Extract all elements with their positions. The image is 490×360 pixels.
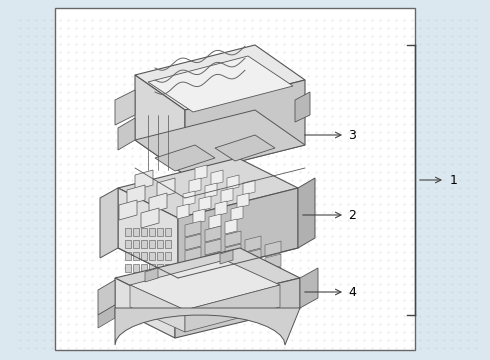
- Polygon shape: [141, 208, 159, 228]
- Polygon shape: [130, 260, 280, 310]
- Polygon shape: [118, 118, 135, 150]
- Polygon shape: [227, 175, 239, 190]
- Polygon shape: [215, 135, 275, 161]
- Polygon shape: [115, 278, 175, 338]
- Polygon shape: [118, 188, 178, 278]
- Polygon shape: [243, 180, 255, 195]
- Polygon shape: [118, 158, 298, 218]
- Polygon shape: [165, 264, 171, 272]
- Polygon shape: [183, 191, 195, 206]
- Polygon shape: [225, 257, 241, 273]
- Polygon shape: [265, 241, 281, 257]
- Polygon shape: [125, 240, 131, 248]
- Polygon shape: [175, 278, 300, 338]
- Polygon shape: [115, 248, 300, 308]
- Polygon shape: [185, 80, 305, 175]
- Polygon shape: [135, 110, 305, 175]
- Polygon shape: [155, 145, 215, 171]
- Polygon shape: [149, 228, 155, 236]
- Polygon shape: [98, 305, 115, 328]
- Polygon shape: [141, 252, 147, 260]
- Polygon shape: [133, 264, 139, 272]
- Polygon shape: [225, 244, 241, 260]
- Text: 2: 2: [348, 208, 356, 221]
- Polygon shape: [115, 308, 300, 345]
- Polygon shape: [231, 206, 243, 221]
- Polygon shape: [185, 247, 201, 263]
- Text: 1: 1: [450, 174, 458, 186]
- Polygon shape: [245, 236, 261, 252]
- Polygon shape: [205, 252, 221, 268]
- Polygon shape: [145, 268, 158, 282]
- Polygon shape: [125, 264, 131, 272]
- Polygon shape: [135, 45, 305, 110]
- Polygon shape: [165, 252, 171, 260]
- Polygon shape: [133, 252, 139, 260]
- Polygon shape: [115, 90, 135, 125]
- Polygon shape: [195, 165, 207, 180]
- Polygon shape: [300, 268, 318, 308]
- Polygon shape: [221, 188, 233, 203]
- Polygon shape: [157, 252, 163, 260]
- Polygon shape: [125, 252, 131, 260]
- Polygon shape: [98, 280, 115, 315]
- Polygon shape: [225, 219, 237, 234]
- Polygon shape: [265, 254, 281, 270]
- Polygon shape: [141, 264, 147, 272]
- Polygon shape: [135, 75, 185, 175]
- Polygon shape: [127, 185, 145, 205]
- Polygon shape: [193, 209, 205, 224]
- Polygon shape: [130, 285, 185, 332]
- Text: 4: 4: [348, 285, 356, 298]
- Polygon shape: [165, 240, 171, 248]
- Polygon shape: [157, 240, 163, 248]
- Polygon shape: [135, 170, 153, 190]
- Polygon shape: [148, 56, 293, 112]
- Polygon shape: [295, 92, 310, 122]
- Text: 3: 3: [348, 129, 356, 141]
- Polygon shape: [220, 250, 233, 264]
- Polygon shape: [125, 228, 131, 236]
- Polygon shape: [157, 178, 175, 198]
- Polygon shape: [237, 193, 249, 208]
- Polygon shape: [215, 201, 227, 216]
- Polygon shape: [133, 240, 139, 248]
- Polygon shape: [205, 226, 221, 242]
- Polygon shape: [178, 188, 298, 278]
- Polygon shape: [177, 204, 189, 219]
- Polygon shape: [185, 234, 201, 250]
- Polygon shape: [100, 188, 118, 258]
- Polygon shape: [209, 214, 221, 229]
- Polygon shape: [149, 264, 155, 272]
- Polygon shape: [265, 267, 281, 283]
- Polygon shape: [185, 221, 201, 237]
- Polygon shape: [245, 262, 261, 278]
- Polygon shape: [225, 231, 241, 247]
- Polygon shape: [141, 228, 147, 236]
- Polygon shape: [189, 178, 201, 193]
- Polygon shape: [141, 240, 147, 248]
- Polygon shape: [298, 178, 315, 248]
- Polygon shape: [211, 170, 223, 185]
- Polygon shape: [149, 240, 155, 248]
- Polygon shape: [245, 249, 261, 265]
- FancyBboxPatch shape: [55, 8, 415, 350]
- Polygon shape: [205, 183, 217, 198]
- Polygon shape: [199, 196, 211, 211]
- Polygon shape: [133, 228, 139, 236]
- Polygon shape: [157, 228, 163, 236]
- Polygon shape: [157, 264, 163, 272]
- Polygon shape: [185, 285, 280, 332]
- Polygon shape: [149, 193, 167, 213]
- Polygon shape: [165, 228, 171, 236]
- Polygon shape: [119, 200, 137, 220]
- Polygon shape: [205, 239, 221, 255]
- Polygon shape: [149, 252, 155, 260]
